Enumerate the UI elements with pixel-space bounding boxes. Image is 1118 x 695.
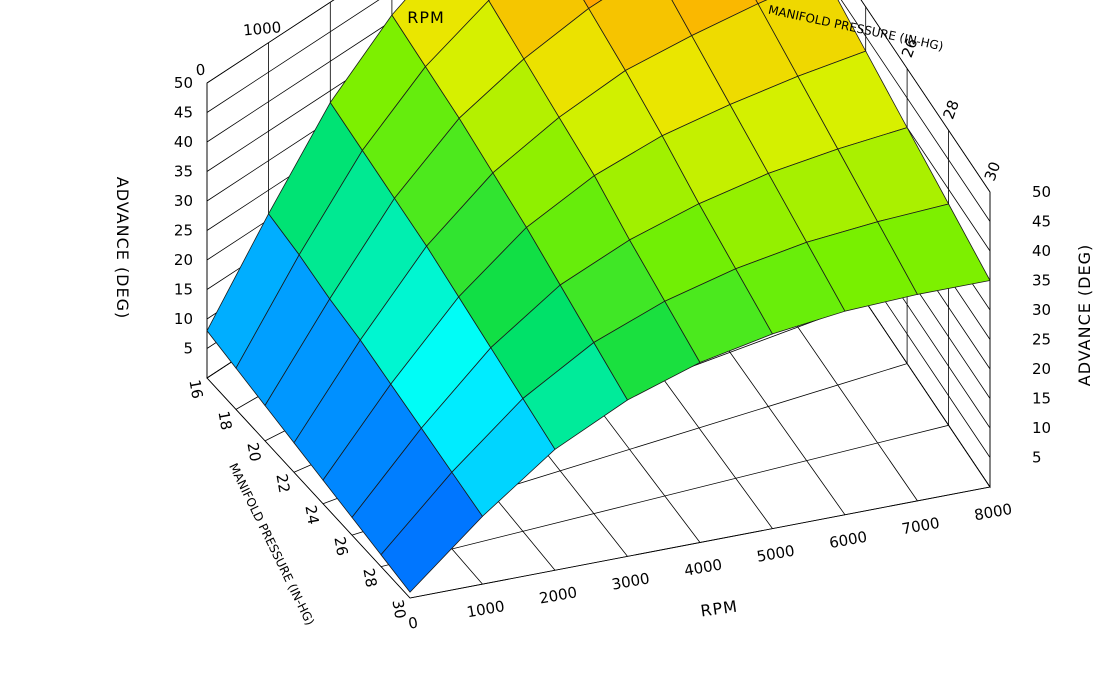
rpm-tick-label-bottom: 0 <box>407 613 420 632</box>
x-axis-label-top: RPM <box>407 8 445 27</box>
advance-tick-label-left: 20 <box>174 251 193 269</box>
surface-mesh <box>206 0 991 593</box>
advance-tick-label-left: 30 <box>174 192 193 210</box>
advance-tick-label-left: 45 <box>174 104 193 122</box>
y-axis-label-bottom: MANIFOLD PRESSURE (IN-HG) <box>226 461 317 628</box>
rpm-tick-label-top: 1000 <box>242 18 282 39</box>
pressure-tick-label-top: 28 <box>939 98 962 122</box>
pressure-gridline <box>409 192 991 599</box>
advance-gridline <box>206 0 991 193</box>
advance-tick-label-left: 10 <box>174 310 193 328</box>
advance-tick-label-left: 25 <box>174 222 193 240</box>
advance-tick-label-right: 25 <box>1032 331 1051 349</box>
advance-tick-label-left: 40 <box>174 133 193 151</box>
rpm-tick-label-bottom: 7000 <box>900 514 941 538</box>
advance-gridline <box>206 0 991 222</box>
advance-tick-label-right: 35 <box>1032 272 1051 290</box>
advance-tick-label-right: 30 <box>1032 301 1051 319</box>
z-axis-label-right: ADVANCE (DEG) <box>1075 244 1094 387</box>
surface-cell <box>876 203 991 295</box>
x-axis-label-bottom: RPM <box>699 597 739 621</box>
advance-tick-label-right: 15 <box>1032 390 1051 408</box>
advance-tick-label-right: 45 <box>1032 213 1051 231</box>
pressure-tick-label-bottom: 22 <box>272 472 293 494</box>
pressure-tick-label-bottom: 28 <box>359 567 380 589</box>
surface-cell <box>583 0 603 9</box>
advance-tick-label-right: 10 <box>1032 419 1051 437</box>
advance-tick-label-right: 5 <box>1032 449 1042 467</box>
advance-tick-label-left: 5 <box>183 340 193 358</box>
advance-tick-label-right: 20 <box>1032 360 1051 378</box>
pressure-tick-label-top: 26 <box>898 36 921 60</box>
advance-tick-label-left: 50 <box>174 74 193 92</box>
rpm-tick-label-bottom: 2000 <box>538 583 579 607</box>
z-axis-label-left: ADVANCE (DEG) <box>113 177 132 320</box>
pressure-tick-label-bottom: 20 <box>243 441 264 463</box>
rpm-tick-label-top: 0 <box>195 61 206 80</box>
advance-tick-label-left: 15 <box>174 281 193 299</box>
advance-tick-label-right: 40 <box>1032 242 1051 260</box>
rpm-tick-label-bottom: 8000 <box>973 500 1014 524</box>
rpm-tick-label-bottom: 4000 <box>683 555 724 579</box>
pressure-tick-label-bottom: 24 <box>301 504 322 526</box>
pressure-tick-label-bottom: 16 <box>185 378 206 400</box>
pressure-tick-label-top: 30 <box>981 159 1004 183</box>
rpm-tick-label-bottom: 5000 <box>755 541 796 565</box>
pressure-tick-label-bottom: 18 <box>214 410 235 432</box>
advance-tick-label-left: 35 <box>174 163 193 181</box>
rpm-tick-label-bottom: 1000 <box>465 597 506 621</box>
pressure-tick-label-bottom: 26 <box>330 535 351 557</box>
pressure-tick-label-bottom: 30 <box>388 598 409 620</box>
advance-tick-label-right: 50 <box>1032 183 1051 201</box>
rpm-tick-label-bottom: 3000 <box>610 569 651 593</box>
rpm-tick-label-bottom: 6000 <box>828 528 869 552</box>
